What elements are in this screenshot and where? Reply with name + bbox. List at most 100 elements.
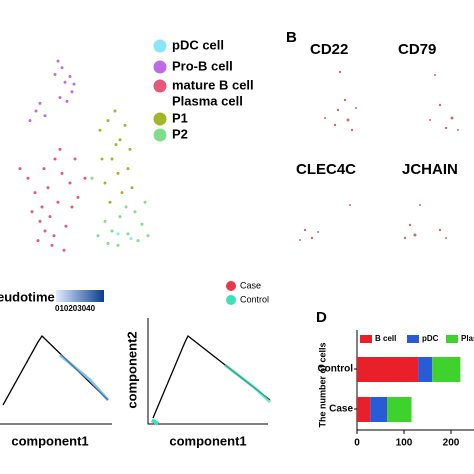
gene-title: CD22 bbox=[310, 41, 348, 58]
point bbox=[64, 224, 68, 228]
trajectory bbox=[152, 334, 271, 419]
bar-chart: D The number of cells 0 100 200 Control Case B … bbox=[316, 309, 474, 449]
point bbox=[124, 205, 128, 209]
point bbox=[103, 181, 107, 185]
point bbox=[108, 200, 112, 204]
point bbox=[30, 210, 34, 214]
legend-label: P1 bbox=[172, 110, 188, 125]
point bbox=[123, 123, 127, 127]
point bbox=[136, 239, 140, 243]
point bbox=[113, 109, 117, 113]
point bbox=[133, 210, 137, 214]
point bbox=[70, 205, 74, 209]
point bbox=[83, 176, 87, 180]
point bbox=[56, 200, 60, 204]
colorbar-title: eudotime bbox=[0, 289, 55, 304]
trajectory-cells bbox=[59, 353, 110, 402]
point bbox=[38, 101, 42, 105]
colorbar bbox=[56, 290, 104, 302]
point bbox=[53, 157, 57, 161]
point bbox=[103, 219, 107, 223]
legend-label: pDC bbox=[422, 334, 439, 343]
point bbox=[46, 186, 50, 190]
legend-swatch bbox=[360, 335, 372, 343]
point bbox=[114, 143, 118, 147]
point bbox=[116, 243, 120, 247]
legend-label: mature B cell bbox=[172, 77, 254, 92]
point bbox=[106, 119, 110, 123]
point bbox=[140, 222, 144, 226]
legend-dot bbox=[153, 39, 167, 53]
trajectory bbox=[2, 334, 109, 406]
colorbar-label: 010203040 bbox=[55, 304, 96, 313]
x-tick-label: 200 bbox=[443, 438, 460, 449]
point bbox=[110, 157, 114, 161]
point bbox=[116, 171, 120, 175]
legend-label: B cell bbox=[375, 334, 396, 343]
point bbox=[110, 229, 114, 233]
point bbox=[116, 232, 120, 236]
legend-dot bbox=[153, 128, 167, 142]
point bbox=[38, 219, 42, 223]
point bbox=[100, 157, 104, 161]
point bbox=[118, 215, 122, 219]
gene-title: CD79 bbox=[398, 41, 436, 58]
point bbox=[56, 59, 60, 63]
y-tick-label: Control bbox=[317, 364, 353, 375]
point bbox=[126, 232, 130, 236]
point bbox=[130, 186, 134, 190]
point bbox=[60, 66, 64, 70]
point bbox=[58, 147, 62, 151]
point bbox=[118, 138, 122, 142]
point bbox=[106, 241, 110, 245]
point bbox=[120, 191, 124, 195]
point bbox=[70, 90, 74, 94]
legend-dot bbox=[153, 60, 167, 74]
bar-segment bbox=[418, 357, 433, 382]
point bbox=[34, 109, 38, 113]
legend-label: Pro-B cell bbox=[172, 58, 233, 73]
point bbox=[128, 147, 132, 151]
legend-dot bbox=[153, 79, 167, 93]
point bbox=[98, 128, 102, 132]
point bbox=[58, 96, 62, 100]
point bbox=[65, 99, 69, 103]
feature-dots bbox=[299, 70, 459, 241]
point bbox=[76, 195, 80, 199]
point bbox=[90, 176, 94, 180]
legend-swatch bbox=[446, 335, 458, 343]
legend-dot bbox=[153, 112, 167, 126]
legend-label: Plasma cell bbox=[172, 93, 243, 108]
panel-label: B bbox=[286, 29, 297, 46]
point bbox=[52, 234, 56, 238]
bar-segment bbox=[387, 397, 412, 422]
point bbox=[48, 215, 52, 219]
x-axis-label: component1 bbox=[11, 433, 88, 448]
axis bbox=[147, 318, 268, 425]
x-tick-label: 0 bbox=[354, 438, 360, 449]
x-axis-label: component1 bbox=[169, 433, 246, 448]
point bbox=[146, 234, 150, 238]
gene-title: CLEC4C bbox=[296, 161, 356, 178]
legend-label: Case bbox=[240, 280, 261, 290]
point bbox=[43, 114, 47, 118]
point bbox=[73, 157, 77, 161]
point bbox=[129, 237, 133, 241]
point bbox=[62, 248, 66, 252]
point bbox=[126, 167, 130, 171]
point bbox=[26, 176, 30, 180]
x-tick-label: 100 bbox=[396, 438, 413, 449]
point bbox=[53, 73, 57, 77]
bar-segment bbox=[357, 397, 371, 422]
point bbox=[96, 234, 100, 238]
legend-label: pDC cell bbox=[172, 37, 224, 52]
bar-segment bbox=[357, 357, 419, 382]
point bbox=[63, 80, 67, 84]
legend-dot bbox=[226, 281, 236, 291]
point bbox=[18, 167, 22, 171]
legend-swatch bbox=[407, 335, 419, 343]
point bbox=[40, 205, 44, 209]
point bbox=[68, 181, 72, 185]
point bbox=[33, 191, 37, 195]
